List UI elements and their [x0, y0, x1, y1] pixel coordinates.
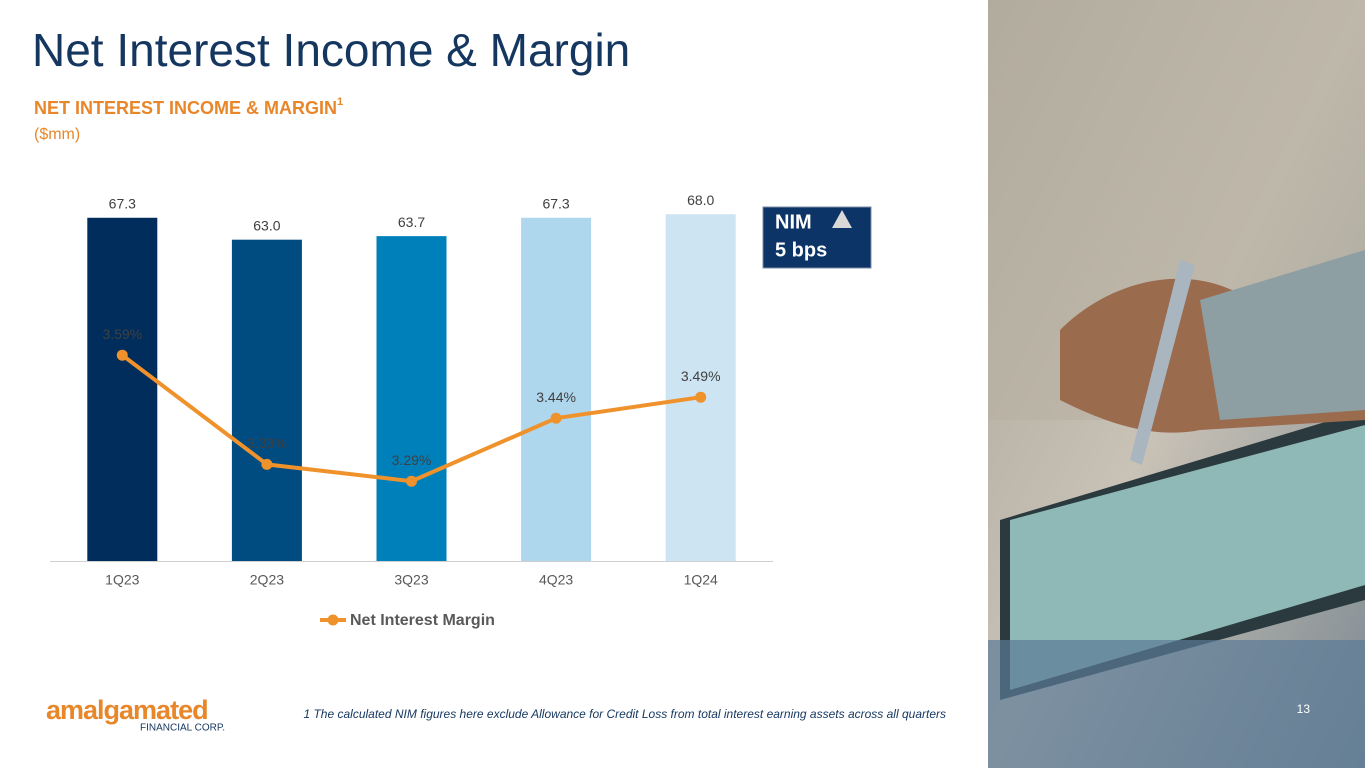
logo: amalgamated	[46, 695, 208, 725]
bar-value-label: 68.0	[687, 192, 714, 208]
bar	[521, 217, 592, 561]
x-tick-label: 3Q23	[394, 572, 428, 588]
x-tick-label: 1Q23	[105, 572, 139, 588]
chart-title: NET INTEREST INCOME & MARGIN1	[34, 96, 343, 118]
line-value-label: 3.29%	[392, 452, 432, 468]
line-marker	[116, 349, 128, 361]
up-arrow	[832, 210, 852, 228]
line-marker	[406, 475, 417, 487]
footnote: 1 The calculated NIM figures here exclud…	[303, 707, 946, 721]
legend-label: Net Interest Margin	[350, 612, 495, 629]
footnote-marker: 1	[337, 96, 343, 108]
x-tick-label: 2Q23	[250, 572, 284, 588]
bar	[376, 236, 447, 561]
badge-box	[762, 206, 872, 269]
bar-value-label: 63.7	[398, 214, 425, 230]
badge: NIM 5 bps	[762, 206, 872, 269]
bar-value-label: 63.0	[253, 217, 280, 233]
x-tick-label: 1Q24	[684, 572, 718, 588]
chart-subtitle: ($mm)	[34, 126, 80, 143]
bar-value-label: 67.3	[542, 195, 569, 211]
photo	[988, 0, 1365, 768]
line-value-label: 3.49%	[681, 368, 721, 384]
badge-value: 5 bps	[775, 239, 827, 261]
bar	[231, 239, 302, 561]
logo-tagline: FINANCIAL CORP.	[140, 723, 225, 734]
line-marker	[695, 391, 707, 403]
x-tick-label: 4Q23	[539, 572, 573, 588]
line-value-label: 3.33%	[247, 435, 287, 451]
bar-value-label: 67.3	[109, 195, 136, 211]
badge-label: NIM	[775, 211, 812, 233]
chart-title-text: NET INTEREST INCOME & MARGIN	[34, 98, 337, 118]
legend-marker	[327, 614, 339, 626]
line-value-label: 3.44%	[536, 389, 576, 405]
page-title: Net Interest Income & Margin	[32, 24, 630, 76]
bar	[665, 214, 736, 561]
page-number: 13	[1297, 702, 1311, 716]
line-marker	[550, 412, 562, 424]
bar	[87, 217, 158, 561]
line-marker	[261, 458, 273, 470]
line-value-label: 3.59%	[102, 326, 142, 342]
